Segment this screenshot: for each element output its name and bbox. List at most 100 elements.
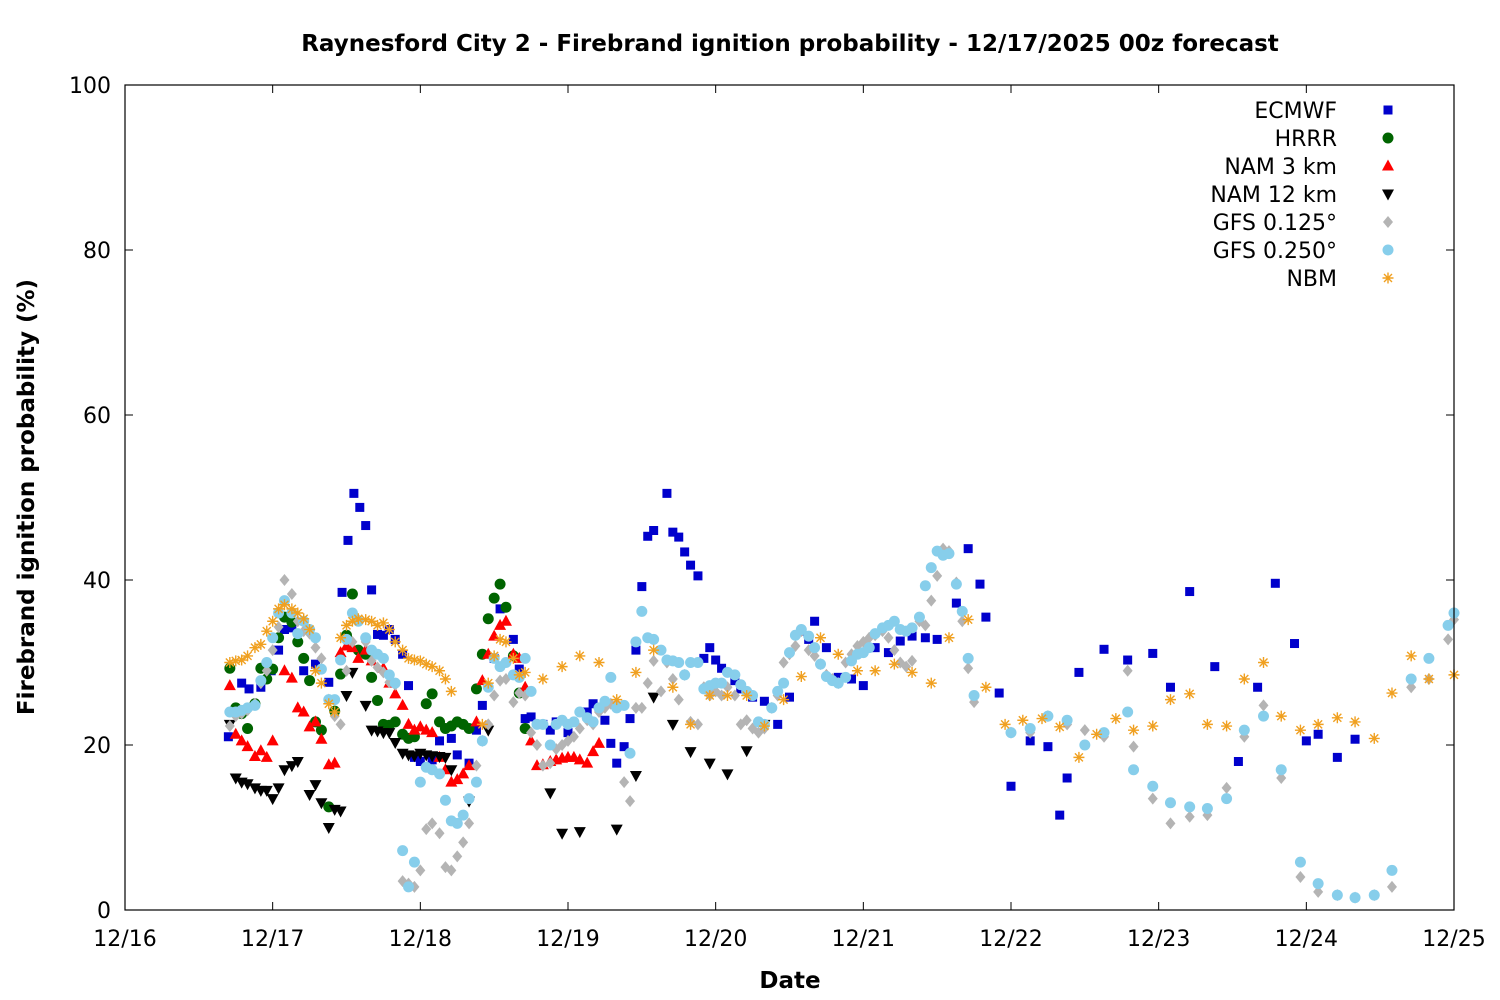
data-point-nam-3-km	[229, 727, 242, 739]
data-point-nbm	[273, 603, 285, 615]
data-point-gfs-0-125	[286, 588, 297, 601]
data-point-ecmwf	[373, 629, 383, 639]
data-point-nbm	[434, 665, 446, 677]
data-point-nam-3-km	[396, 698, 409, 710]
data-point-nbm	[1423, 673, 1435, 685]
y-tick-label: 80	[83, 239, 111, 264]
data-point-ecmwf	[785, 692, 794, 702]
x-tick-label: 12/21	[832, 927, 895, 952]
data-point-gfs-0-125	[1184, 810, 1195, 823]
data-point-gfs-0-125	[267, 644, 278, 657]
data-point-nbm	[278, 599, 290, 611]
data-point-ecmwf	[1062, 773, 1072, 783]
data-point-hrrr	[315, 724, 327, 736]
data-point-gfs-0-125	[1406, 681, 1417, 694]
data-point-gfs-0-250	[470, 776, 482, 788]
data-point-nam-3-km	[309, 715, 322, 727]
data-point-nbm	[267, 615, 279, 627]
data-point-gfs-0-125	[452, 850, 463, 863]
data-point-nbm	[304, 624, 316, 635]
data-point-gfs-0-250	[1386, 864, 1398, 876]
data-point-nam-12-km	[241, 779, 254, 791]
data-point-nbm	[1331, 712, 1343, 724]
data-point-nbm	[999, 718, 1011, 730]
data-point-nam-12-km	[439, 752, 452, 764]
data-point-gfs-0-125	[508, 696, 519, 709]
data-point-nam-3-km	[494, 618, 507, 630]
data-point-nbm	[1184, 688, 1196, 700]
data-point-gfs-0-250	[568, 716, 580, 728]
data-point-ecmwf	[508, 634, 518, 644]
data-point-gfs-0-125	[545, 757, 556, 770]
data-point-gfs-0-250	[255, 675, 267, 687]
data-point-gfs-0-250	[888, 615, 900, 627]
data-point-gfs-0-125	[932, 569, 943, 582]
data-point-ecmwf	[847, 674, 857, 684]
data-point-nbm	[329, 706, 341, 718]
data-point-ecmwf	[1123, 655, 1133, 665]
data-point-gfs-0-250	[925, 562, 937, 574]
data-point-gfs-0-250	[919, 580, 931, 592]
data-point-nam-3-km	[334, 646, 347, 658]
data-point-nam-3-km	[303, 720, 316, 732]
data-point-ecmwf	[361, 521, 371, 531]
data-point-ecmwf	[446, 733, 456, 743]
data-point-ecmwf	[471, 725, 481, 735]
legend-label: NAM 12 km	[1210, 183, 1337, 208]
data-point-ecmwf	[582, 707, 592, 717]
data-point-gfs-0-125	[415, 864, 426, 877]
data-point-ecmwf	[367, 585, 377, 595]
data-point-gfs-0-125	[1295, 871, 1306, 883]
data-point-ecmwf	[895, 636, 905, 646]
data-point-ecmwf	[1099, 644, 1109, 654]
data-point-gfs-0-250	[772, 685, 784, 697]
data-point-hrrr	[500, 601, 512, 613]
data-point-gfs-0-250	[1349, 892, 1361, 904]
data-point-nam-12-km	[573, 827, 586, 839]
data-point-nbm	[1368, 732, 1380, 744]
data-point-nbm	[778, 694, 790, 706]
legend-label: ECMWF	[1254, 99, 1337, 124]
data-point-gfs-0-250	[863, 642, 875, 654]
data-point-ecmwf	[981, 612, 991, 622]
data-point-gfs-0-250	[341, 633, 352, 645]
data-point-gfs-0-250	[618, 699, 630, 711]
data-point-ecmwf	[1290, 639, 1300, 649]
data-point-gfs-0-250	[1098, 727, 1110, 739]
data-point-ecmwf	[1148, 648, 1158, 658]
data-point-gfs-0-250	[906, 622, 918, 634]
data-point-gfs-0-250	[968, 690, 980, 701]
data-point-nam-12-km	[266, 794, 279, 806]
data-point-nam-3-km	[223, 679, 236, 691]
data-point-nbm	[851, 665, 863, 677]
data-point-gfs-0-125	[1443, 633, 1454, 646]
data-point-nam-3-km	[499, 614, 512, 626]
data-point-gfs-0-125	[1122, 664, 1133, 677]
data-point-nbm	[721, 690, 733, 701]
data-point-nbm	[758, 720, 770, 732]
data-point-gfs-0-125	[648, 654, 659, 667]
data-point-gfs-0-250	[1405, 673, 1417, 685]
data-point-gfs-0-125	[1147, 792, 1158, 805]
data-point-nbm	[1405, 650, 1417, 662]
data-point-nbm	[1110, 713, 1122, 725]
data-point-ecmwf	[1165, 682, 1175, 692]
data-point-gfs-0-125	[427, 817, 438, 830]
x-tick-label: 12/25	[1422, 927, 1485, 952]
legend-label: GFS 0.250°	[1213, 239, 1337, 264]
plot-frame	[124, 84, 1455, 911]
data-point-gfs-0-125	[526, 726, 537, 739]
data-point-ecmwf	[1350, 734, 1360, 744]
data-point-ecmwf	[699, 653, 709, 663]
data-point-gfs-0-250	[943, 548, 955, 560]
data-point-gfs-0-250	[1275, 764, 1287, 776]
data-point-nbm	[1054, 721, 1066, 733]
data-point-ecmwf	[1210, 662, 1220, 672]
data-point-ecmwf	[625, 714, 635, 724]
legend: ECMWF HRRR NAM 3 km NAM 12 km GFS 0.125° GFS …	[1210, 99, 1394, 292]
data-point-gfs-0-250	[397, 845, 409, 857]
data-point-gfs-0-250	[624, 747, 636, 759]
data-point-nbm	[507, 652, 519, 664]
data-point-nam-3-km	[278, 664, 291, 676]
legend-marker	[1382, 159, 1394, 171]
